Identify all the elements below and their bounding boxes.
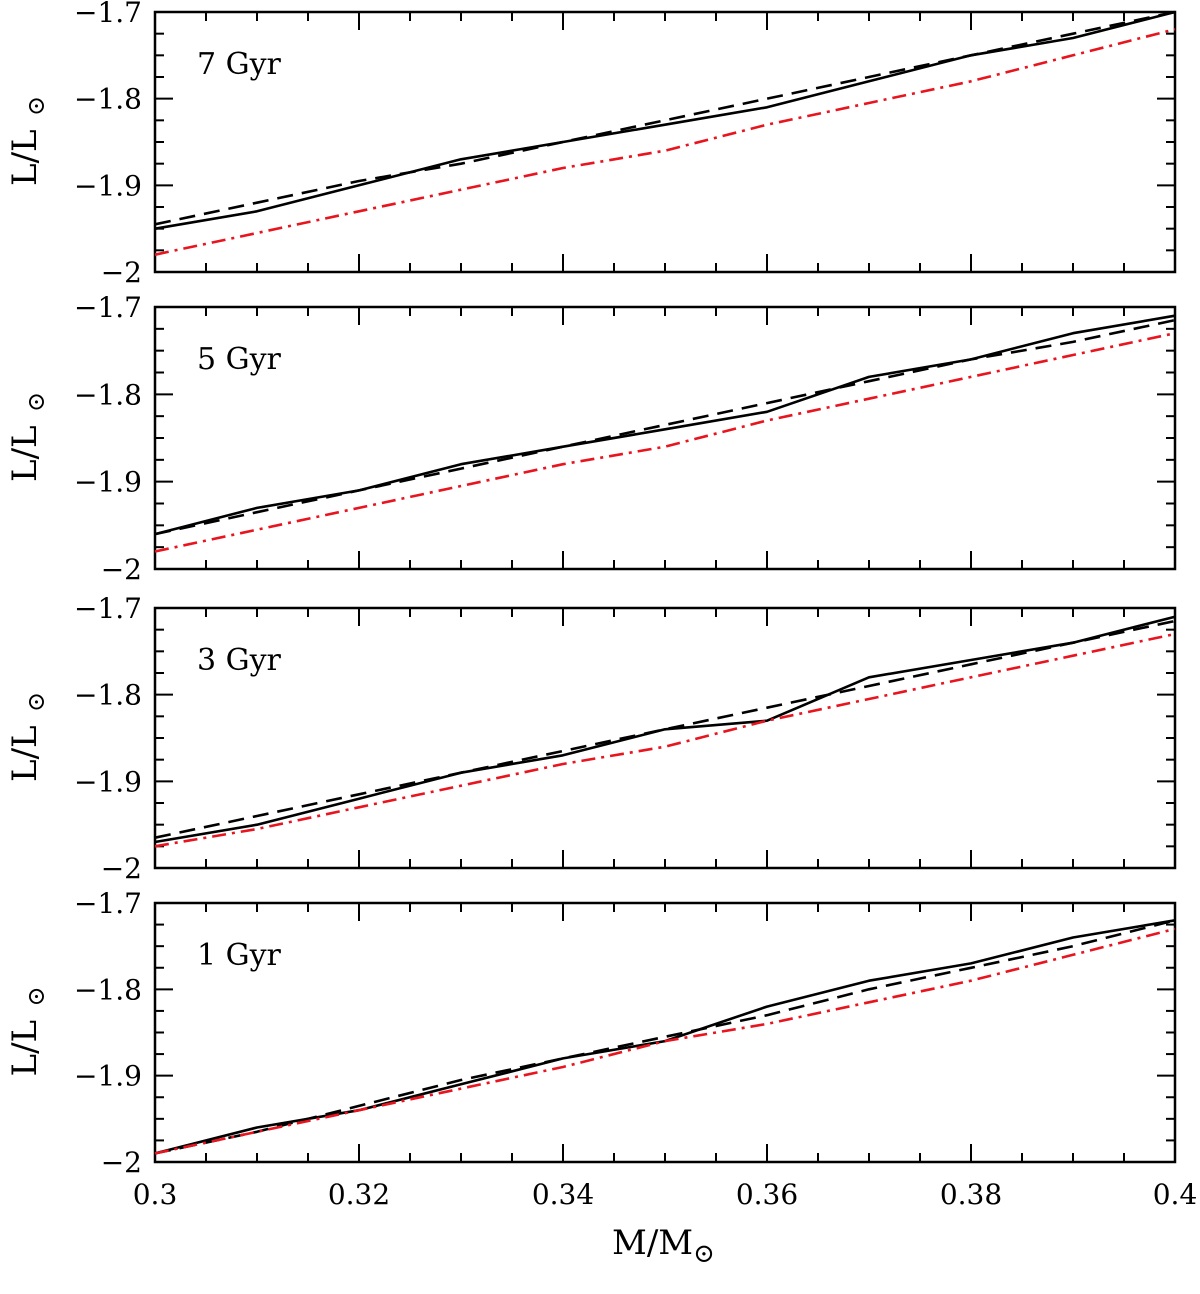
y-axis-titles: L/L ⊙ L/L ⊙ L/L ⊙ L/L ⊙ <box>5 96 50 1077</box>
y-tick-label: −2 <box>101 852 142 885</box>
plot-frame <box>153 10 1177 274</box>
series-line-solid <box>154 10 1176 230</box>
y-axis-title: L/L ⊙ <box>5 96 50 186</box>
series-line-solid <box>154 314 1176 536</box>
y-tick-label: −1.9 <box>74 169 142 202</box>
panel-label: 5 Gyr <box>197 342 282 377</box>
y-tick-label: −1.8 <box>74 973 142 1006</box>
y-tick-label: −1.7 <box>74 592 142 625</box>
y-tick-label: −1.7 <box>74 887 142 920</box>
y-tick-label: −2 <box>101 553 142 586</box>
y-tick-label: −2 <box>101 1146 142 1179</box>
y-tick-label: −1.9 <box>74 765 142 798</box>
plot-frame <box>153 606 1177 870</box>
y-axis-sun-symbol: ⊙ <box>22 692 50 712</box>
series-line-dash-dot <box>154 331 1176 553</box>
series-line-dash-dot <box>154 28 1176 256</box>
panel-3: −1.7 −1.8 −1.9 −2 3 Gyr <box>74 592 1177 885</box>
y-axis-title: L/L ⊙ <box>5 986 50 1076</box>
series-line-dashed <box>154 10 1176 226</box>
x-tick-label: 0.3 <box>133 1178 178 1211</box>
y-tick-label: −1.9 <box>74 466 142 499</box>
series-line-dashed <box>154 318 1176 536</box>
x-tick-label: 0.36 <box>736 1178 798 1211</box>
series-line-dash-dot <box>154 632 1176 848</box>
panel-label: 7 Gyr <box>197 47 282 82</box>
series-line-dashed <box>154 919 1176 1155</box>
x-axis-sun-symbol: ⊙ <box>693 1239 715 1269</box>
y-axis-sun-symbol: ⊙ <box>22 986 50 1006</box>
panels: −1.7−1.8−1.9−27 Gyr−1.7−1.8−1.9−25 Gyr−1… <box>74 0 1197 1211</box>
y-axis-sun-symbol: ⊙ <box>22 96 50 116</box>
x-axis-title: M/M ⊙ <box>612 1223 715 1269</box>
panel-2: −1.7 −1.8 −1.9 −2 5 Gyr <box>74 291 1177 586</box>
y-axis-label: L/L <box>5 425 45 482</box>
y-tick-label: −1.8 <box>74 679 142 712</box>
panel-1: −1.7 −1.8 −1.9 −2 7 Gyr <box>74 0 1177 289</box>
y-tick-label: −1.7 <box>74 291 142 324</box>
y-axis-label: L/L <box>5 1020 45 1077</box>
panel-label: 3 Gyr <box>197 643 282 678</box>
series-line-solid <box>154 615 1176 844</box>
panel-4: −1.7 −1.8 −1.9 −20.3 0.32 0.34 0.36 0.38 0.4 1 Gy… <box>74 887 1197 1211</box>
x-tick-label: 0.38 <box>940 1178 1002 1211</box>
y-tick-label: −1.7 <box>74 0 142 29</box>
y-tick-label: −1.8 <box>74 378 142 411</box>
y-axis-title: L/L ⊙ <box>5 392 50 482</box>
panel-label: 1 Gyr <box>197 938 282 973</box>
y-tick-label: −2 <box>101 256 142 289</box>
x-tick-label: 0.32 <box>328 1178 390 1211</box>
x-tick-label: 0.4 <box>1153 1178 1198 1211</box>
y-tick-label: −1.8 <box>74 83 142 116</box>
y-axis-label: L/L <box>5 129 45 186</box>
series-line-dash-dot <box>154 927 1176 1155</box>
y-tick-label: −1.9 <box>74 1060 142 1093</box>
plot-frame <box>153 901 1177 1164</box>
y-axis-sun-symbol: ⊙ <box>22 392 50 412</box>
x-tick-label: 0.34 <box>532 1178 594 1211</box>
y-axis-label: L/L <box>5 725 45 782</box>
x-axis-label: M/M <box>612 1223 693 1263</box>
y-axis-title: L/L ⊙ <box>5 692 50 782</box>
